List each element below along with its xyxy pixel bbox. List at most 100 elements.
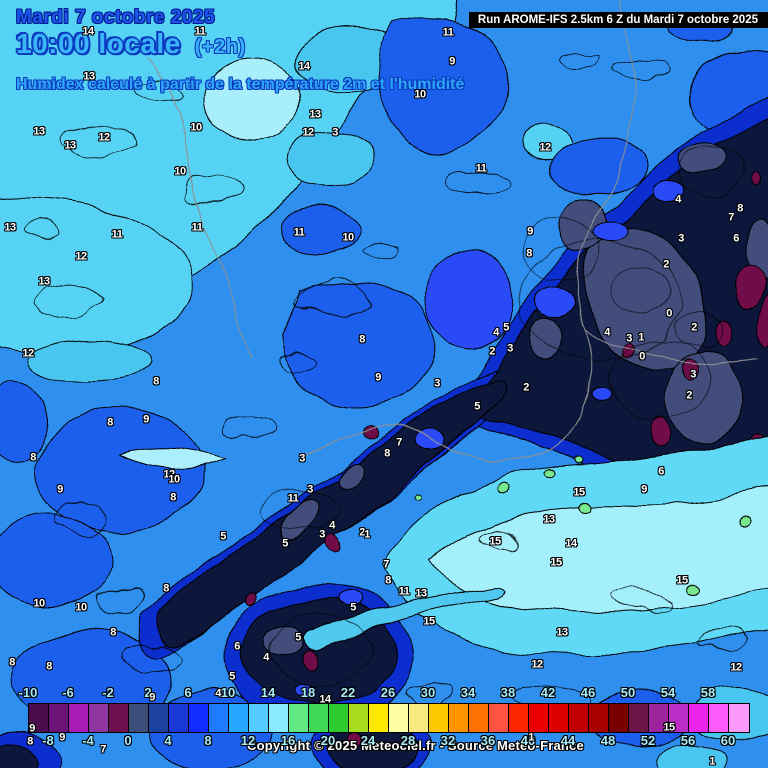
map-value-label: 8 xyxy=(384,447,390,460)
colorbar-tick-label: 26 xyxy=(380,685,396,700)
colorbar-tick-label: 22 xyxy=(340,685,356,700)
colorbar-cell xyxy=(449,704,469,732)
colorbar-tick-label: 52 xyxy=(640,733,656,748)
map-value-label: 2 xyxy=(359,526,365,539)
map-value-label: 4 xyxy=(215,687,221,700)
map-value-label: 14 xyxy=(298,60,310,73)
colorbar-tick-label: 0 xyxy=(124,733,132,748)
map-value-label: 6 xyxy=(658,465,664,478)
map-value-label: 0 xyxy=(666,307,672,320)
map-value-label: 15 xyxy=(573,486,585,499)
map-value-label: 8 xyxy=(153,375,159,388)
map-value-label: 10 xyxy=(174,165,186,178)
map-value-label: 13 xyxy=(83,70,95,83)
map-value-label: 6 xyxy=(234,640,240,653)
map-value-label: 9 xyxy=(59,731,65,744)
colorbar-cell xyxy=(409,704,429,732)
map-value-label: 8 xyxy=(30,451,36,464)
map-value-label: 8 xyxy=(27,735,33,748)
colorbar-cell xyxy=(209,704,229,732)
colorbar-tick-label: 18 xyxy=(300,685,316,700)
map-value-label: 12 xyxy=(302,126,314,139)
colorbar-tick-label: 42 xyxy=(540,685,556,700)
copyright-text: Copyright © 2025 Meteociel.fr - Source M… xyxy=(247,738,584,753)
map-value-label: 11 xyxy=(111,228,123,241)
map-value-label: 13 xyxy=(4,221,16,234)
map-value-label: 5 xyxy=(220,530,226,543)
colorbar-tick-label: 30 xyxy=(420,685,436,700)
map-value-label: 3 xyxy=(678,232,684,245)
map-value-label: 12 xyxy=(22,347,34,360)
run-info-banner: Run AROME-IFS 2.5km 6 Z du Mardi 7 octob… xyxy=(468,12,768,28)
map-value-label: 8 xyxy=(110,626,116,639)
time-value: 10:00 locale xyxy=(16,28,181,59)
map-value-label: 8 xyxy=(163,582,169,595)
colorbar-cell xyxy=(29,704,49,732)
map-value-label: 13 xyxy=(38,275,50,288)
colorbar-tick-label: -8 xyxy=(42,733,54,748)
map-value-label: 1 xyxy=(528,731,534,744)
colorbar-tick-label: 36 xyxy=(480,733,496,748)
map-value-label: 8 xyxy=(737,202,743,215)
map-value-label: 1 xyxy=(638,331,644,344)
colorbar-cell xyxy=(189,704,209,732)
colorbar-tick-label: 56 xyxy=(680,733,696,748)
colorbar-tick-label: 12 xyxy=(240,733,256,748)
colorbar-tick-label: 8 xyxy=(204,733,212,748)
map-value-label: 15 xyxy=(550,556,562,569)
map-value-label: 5 xyxy=(474,400,480,413)
map-value-label: 12 xyxy=(539,141,551,154)
colorbar-tick-label: 10 xyxy=(220,685,236,700)
map-value-label: 8 xyxy=(9,656,15,669)
colorbar-cell xyxy=(149,704,169,732)
colorbar-tick-label: 4 xyxy=(164,733,172,748)
time-title: 10:00 locale (+2h) xyxy=(16,28,246,60)
map-value-label: 9 xyxy=(149,691,155,704)
map-value-label: 3 xyxy=(507,342,513,355)
colorbar-cell xyxy=(169,704,189,732)
colorbar-tick-label: -10 xyxy=(18,685,38,700)
colorbar-tick-label: 58 xyxy=(700,685,716,700)
map-value-label: 1 xyxy=(364,528,370,541)
date-title: Mardi 7 octobre 2025 xyxy=(16,7,216,28)
map-value-label: 11 xyxy=(194,25,206,38)
map-value-label: 12 xyxy=(98,131,110,144)
map-value-label: 1 xyxy=(709,755,715,768)
colorbar-tick-label: 54 xyxy=(660,685,676,700)
map-value-label: 10 xyxy=(190,121,202,134)
map-value-label: 3 xyxy=(299,452,305,465)
map-value-label: 15 xyxy=(423,615,435,628)
colorbar-cell xyxy=(69,704,89,732)
map-value-label: 15 xyxy=(676,574,688,587)
colorbar-tick-label: 24 xyxy=(360,733,376,748)
map-value-label: 7 xyxy=(396,436,402,449)
map-value-label: 9 xyxy=(641,483,647,496)
map-value-label: 4 xyxy=(329,519,335,532)
map-value-label: 12 xyxy=(531,658,543,671)
map-value-label: 13 xyxy=(64,139,76,152)
colorbar-tick-label: 34 xyxy=(460,685,476,700)
map-value-label: 7 xyxy=(100,743,106,756)
map-value-label: 9 xyxy=(57,483,63,496)
colorbar-cell xyxy=(509,704,529,732)
colorbar-tick-label: -2 xyxy=(102,685,114,700)
map-value-label: 9 xyxy=(143,413,149,426)
map-value-label: 13 xyxy=(309,108,321,121)
colorbar-cell xyxy=(89,704,109,732)
colorbar-cell xyxy=(369,704,389,732)
colorbar-tick-label: -4 xyxy=(82,733,94,748)
map-value-label: 3 xyxy=(434,377,440,390)
colorbar-cell xyxy=(269,704,289,732)
map-value-label: 2 xyxy=(489,345,495,358)
map-value-label: 8 xyxy=(385,574,391,587)
map-value-label: 4 xyxy=(675,193,681,206)
map-value-label: 5 xyxy=(350,601,356,614)
map-value-label: 10 xyxy=(342,231,354,244)
colorbar-tick-label: 46 xyxy=(580,685,596,700)
map-value-label: 8 xyxy=(46,660,52,673)
map-value-label: 3 xyxy=(332,126,338,139)
map-value-label: 11 xyxy=(287,492,299,505)
colorbar-tick-label: 60 xyxy=(720,733,736,748)
colorbar-tick-label: 48 xyxy=(600,733,616,748)
map-value-label: 14 xyxy=(82,25,94,38)
